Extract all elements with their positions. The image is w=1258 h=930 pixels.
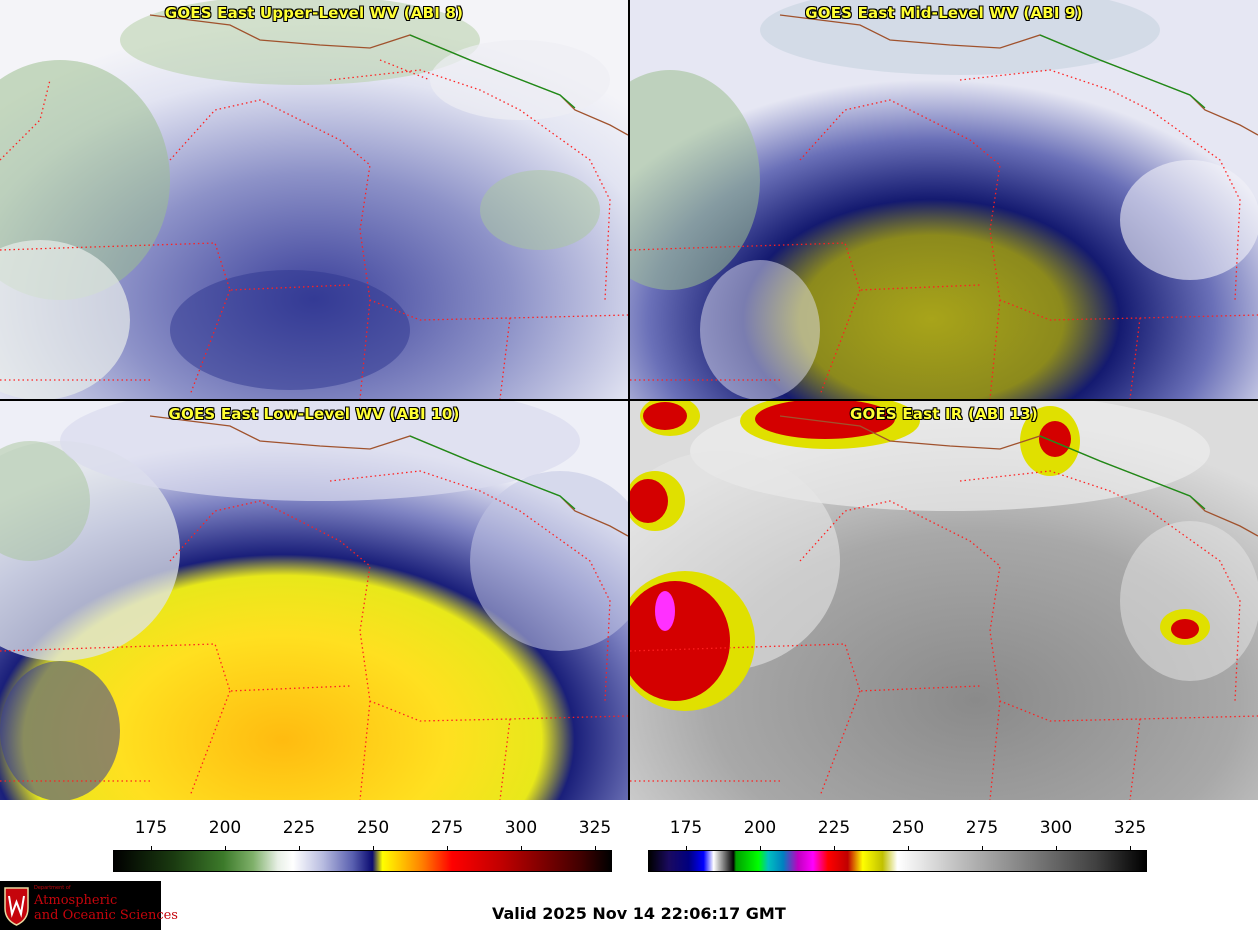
ir-tick-mark: [1056, 846, 1057, 851]
wv-tick-mark: [447, 846, 448, 851]
ir-tick-mark: [908, 846, 909, 851]
ir-tick-label: 200: [743, 818, 777, 838]
low-level-wv-image: [0, 401, 628, 800]
wv-tick-label: 250: [356, 818, 390, 838]
panel-ir: GOES East IR (ABI 13): [630, 401, 1258, 800]
ir-tick-mark: [982, 846, 983, 851]
ir-tick-mark: [1130, 846, 1131, 851]
wv-tick-mark: [521, 846, 522, 851]
logo-line-2: Atmospheric: [34, 893, 118, 908]
ir-tick-label: 275: [965, 818, 999, 838]
wv-colorbar: [113, 850, 612, 872]
ir-tick-label: 225: [817, 818, 851, 838]
wv-tick-label: 200: [208, 818, 242, 838]
department-logo: Department of Atmospheric and Oceanic Sc…: [0, 881, 178, 930]
ir-tick-mark: [686, 846, 687, 851]
ir-colorbar: [648, 850, 1147, 872]
panel-title: GOES East Low-Level WV (ABI 10): [168, 405, 460, 423]
wv-tick-mark: [151, 846, 152, 851]
panel-divider-horizontal: [0, 399, 1258, 401]
panel-title: GOES East Upper-Level WV (ABI 8): [164, 4, 464, 22]
upper-level-wv-image: [0, 0, 628, 399]
ir-image: [630, 401, 1258, 800]
wv-tick-label: 325: [578, 818, 612, 838]
logo-line-1: Department of: [34, 885, 71, 891]
panel-mid-level-wv: GOES East Mid-Level WV (ABI 9): [630, 0, 1258, 399]
ir-tick-label: 300: [1039, 818, 1073, 838]
wv-tick-label: 300: [504, 818, 538, 838]
logo-line-3: and Oceanic Sciences: [34, 908, 178, 923]
panel-title: GOES East Mid-Level WV (ABI 9): [805, 4, 1083, 22]
ir-tick-label: 250: [891, 818, 925, 838]
wv-tick-mark: [225, 846, 226, 851]
wv-tick-mark: [373, 846, 374, 851]
university-crest-icon: [4, 887, 29, 926]
ir-tick-mark: [834, 846, 835, 851]
panel-title: GOES East IR (ABI 13): [849, 405, 1038, 423]
wv-tick-label: 225: [282, 818, 316, 838]
valid-time-label: Valid 2025 Nov 14 22:06:17 GMT: [492, 904, 786, 923]
panel-low-level-wv: GOES East Low-Level WV (ABI 10): [0, 401, 628, 800]
wv-tick-mark: [595, 846, 596, 851]
panel-upper-level-wv: GOES East Upper-Level WV (ABI 8): [0, 0, 628, 399]
wv-tick-label: 175: [134, 818, 168, 838]
wv-tick-label: 275: [430, 818, 464, 838]
mid-level-wv-image: [630, 0, 1258, 399]
wv-tick-mark: [299, 846, 300, 851]
ir-tick-label: 175: [669, 818, 703, 838]
ir-tick-label: 325: [1113, 818, 1147, 838]
ir-tick-mark: [760, 846, 761, 851]
